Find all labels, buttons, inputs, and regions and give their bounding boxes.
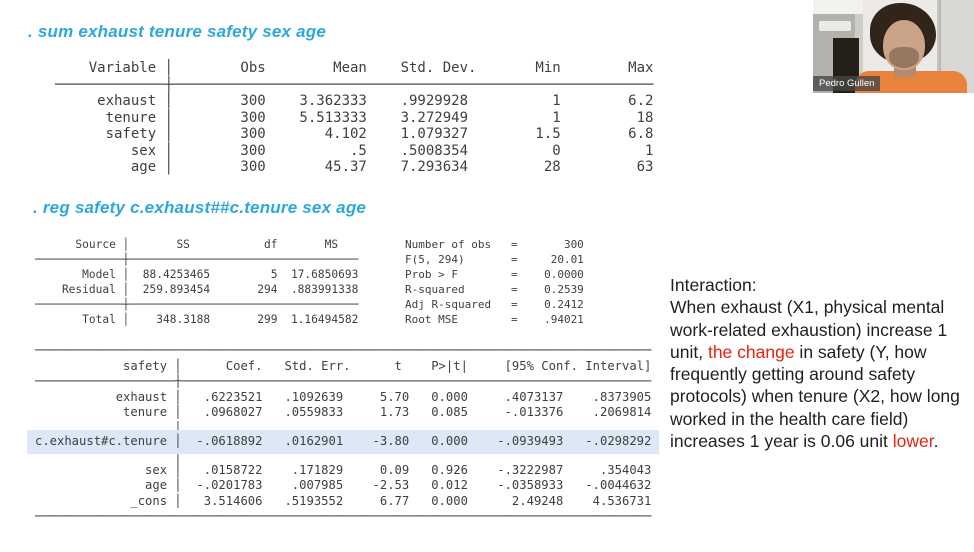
output-line: age │ 300 45.37 7.293634 28 63 [55,159,654,175]
stata-command-reg: . reg safety c.exhaust##c.tenure sex age [33,198,367,217]
output-line: Residual │ 259.893454 294 .883991338 [35,283,359,296]
webcam-video-tile[interactable]: Pedro Gullen [813,0,974,93]
output-line: Variable │ Obs Mean Std. Dev. Min Max [55,60,654,76]
output-line: ─────────────┼──────────────────────────… [35,298,359,311]
output-line: Prob > F = 0.0000 [405,268,584,281]
webcam-ac-unit [819,21,851,31]
stata-command-sum: . sum exhaust tenure safety sex age [28,22,327,41]
summary-statistics-table: Variable │ Obs Mean Std. Dev. Min Max ───… [55,60,653,176]
interpretation-note: Interaction: When exhaust (X1, physical … [670,274,970,452]
output-line: │ [35,420,182,430]
webcam-name-label: Pedro Gullen [813,76,881,91]
coefficient-table: ────────────────────────────────────────… [27,343,660,525]
output-line: ─────────────┼──────────────────────────… [55,76,654,93]
output-line: sex │ 300 .5 .5008354 0 1 [55,142,654,159]
output-line: exhaust │ .6223521 .1092639 5.70 0.000 .… [35,389,652,404]
output-line: R-squared = 0.2539 [405,283,584,296]
emphasis-text: lower [892,431,934,452]
body-text: Interaction: When exhaust (X1, physical … [670,275,948,362]
output-line: _cons │ 3.514606 .5193552 6.77 0.000 2.4… [35,493,652,508]
highlighted-output-line: c.exhaust#c.tenure │ -.0618892 .0162901 … [27,429,660,454]
output-line: exhaust │ 300 3.362333 .9929928 1 6.2 [55,93,654,109]
output-line: ─────────────┼──────────────────────────… [35,253,359,266]
output-line: ────────────────────────────────────────… [35,509,652,524]
body-text: in safety (Y, how frequently getting aro… [670,341,965,452]
webcam-person-beard [889,47,919,68]
output-line: F(5, 294) = 20.01 [405,253,584,266]
output-line: safety │ 300 4.102 1.079327 1.5 6.8 [55,126,654,142]
output-line: Number of obs = 300 [405,238,584,251]
output-line: age │ -.0201783 .007985 -2.53 0.012 -.03… [35,478,652,493]
output-line: Root MSE = .94021 [405,313,584,326]
output-line: sex │ .0158722 .171829 0.09 0.926 -.3222… [35,462,652,477]
webcam-person-shirt [855,71,967,93]
anova-table: Source │ SS df MS ─────────────┼─────────… [35,237,358,327]
body-text: . [933,431,939,452]
output-line: tenure │ .0968027 .0559833 1.73 0.085 -.… [35,405,652,420]
model-fit-stats: Number of obs = 300 F(5, 294) = 20.01 Prob… [405,237,584,327]
output-line: Total │ 348.3188 299 1.16494582 [35,313,359,326]
output-line: │ [35,453,182,463]
output-line: Adj R-squared = 0.2412 [405,298,584,311]
output-line: ────────────────────────────────────────… [35,343,652,357]
output-line: ───────────────────┼────────────────────… [35,374,652,389]
output-line: Model │ 88.4253465 5 17.6850693 [35,268,359,281]
output-line: safety │ Coef. Std. Err. t P>|t| [95% Co… [35,358,652,373]
output-line: Source │ SS df MS [35,238,339,251]
output-line: tenure │ 300 5.513333 3.272949 1 18 [55,109,654,126]
emphasis-text: the change [707,341,795,362]
